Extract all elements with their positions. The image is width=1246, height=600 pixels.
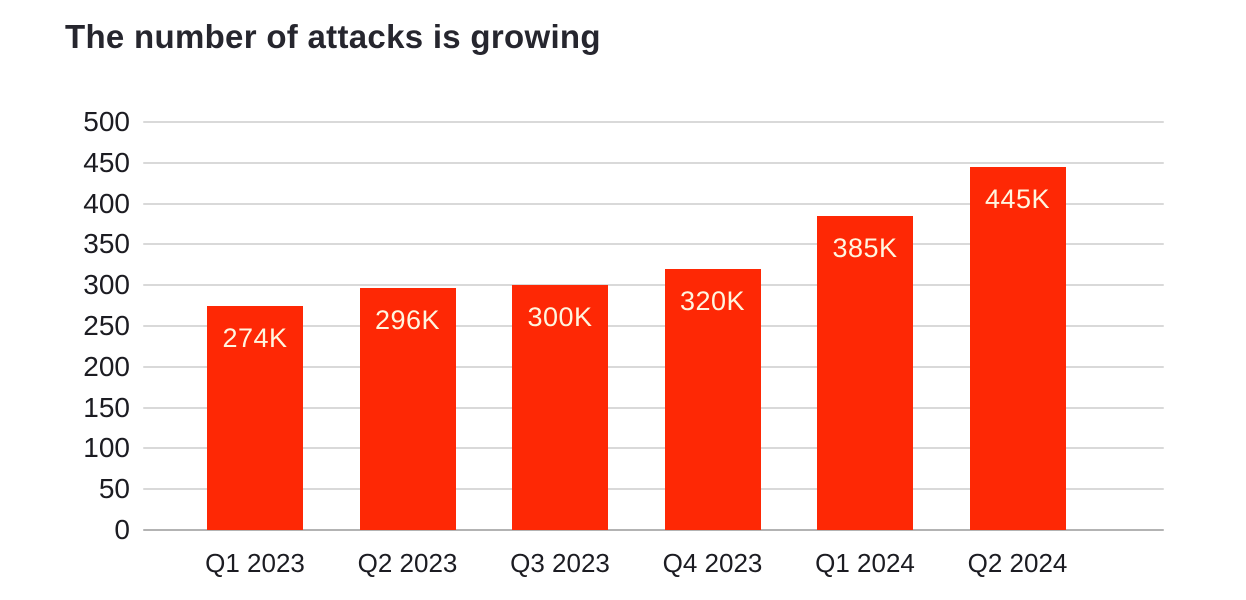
bar-value-label: 445K [984,183,1051,214]
bar-value-label: 274K [222,323,288,354]
bar-q2-2024: 445K [969,166,1066,530]
bar-q3-2023: 300K [512,285,608,530]
x-tick-label-q4-2023: Q4 2023 [662,548,763,578]
bar-value-label: 300K [527,302,593,333]
gridline-50 [143,488,1164,491]
y-tick-label-300: 300 [83,269,130,301]
gridline-0 [143,529,1164,531]
bar-q1-2023: 274K [207,306,303,530]
bar-value-label: 320K [679,285,746,316]
plot-area: 274K 296K 300K 320K 385K 445K [143,121,1164,531]
x-tick-label-q3-2023: Q3 2023 [510,548,610,578]
y-tick-label-50: 50 [98,473,130,505]
y-tick-label-150: 150 [83,391,130,423]
gridline-400 [143,202,1164,205]
bar-q2-2023: 296K [359,288,456,530]
gridline-100 [143,447,1164,450]
y-tick-label-500: 500 [83,106,130,137]
bar-value-label: 385K [832,232,898,263]
gridline-300 [143,284,1164,287]
bar-q1-2024: 385K [817,215,913,530]
y-tick-label-450: 450 [83,146,130,178]
x-tick-label-q1-2024: Q1 2024 [815,548,915,578]
chart-title: The number of attacks is growing [65,18,601,55]
gridline-150 [143,406,1164,409]
y-tick-label-350: 350 [83,228,130,260]
x-tick-label-q2-2024: Q2 2024 [967,548,1068,578]
gridline-450 [143,161,1164,164]
y-tick-label-200: 200 [83,350,130,382]
y-tick-label-100: 100 [83,432,130,464]
y-tick-label-400: 400 [83,187,130,219]
gridline-350 [143,243,1164,246]
bar-value-label: 296K [374,305,441,336]
bar-q4-2023: 320K [664,268,761,530]
gridline-500 [143,121,1164,123]
gridline-200 [143,365,1164,368]
x-tick-label-q1-2023: Q1 2023 [205,548,305,578]
gridline-250 [143,325,1164,327]
x-tick-label-q2-2023: Q2 2023 [357,548,458,578]
y-tick-label-250: 250 [83,310,130,341]
y-tick-label-0: 0 [114,514,130,545]
